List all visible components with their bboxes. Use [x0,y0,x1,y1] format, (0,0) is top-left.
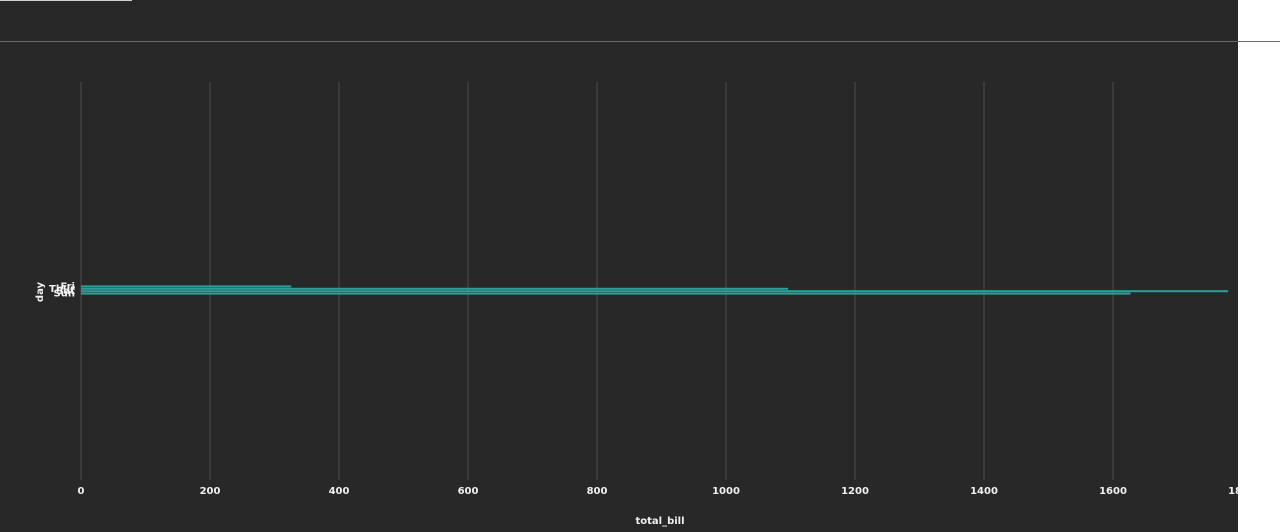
x-tick-label: 0 [78,486,85,497]
x-tick-label: 1600 [1099,486,1127,497]
x-tick-label: 400 [329,486,350,497]
bar [81,285,292,288]
tab-indicator [0,0,132,1]
divider [0,41,1280,42]
x-axis-title: total_bill [635,516,684,527]
x-tick-label: 200 [200,486,221,497]
y-tick-label: Sat [56,286,75,297]
y-tick-label: Fri [60,281,75,292]
x-tick-label: 1000 [712,486,740,497]
y-axis-title: day [35,281,46,302]
x-tick-label: 600 [458,486,479,497]
y-tick-label: Sun [54,289,75,300]
x-tick-label: 800 [587,486,608,497]
x-tick-label: 1400 [970,486,998,497]
x-tick-label: 1200 [841,486,869,497]
chart-panel: total_bill day 0 200 400 600 800 1000 1200 1400… [0,0,1238,532]
bar [81,290,1229,293]
bar [81,287,789,290]
bar [81,292,1131,295]
chart: total_bill day 0 200 400 600 800 1000 1200 1400… [35,82,1238,527]
y-tick-label: Thur [49,284,75,295]
x-tick-label: 1800 [1228,486,1238,497]
